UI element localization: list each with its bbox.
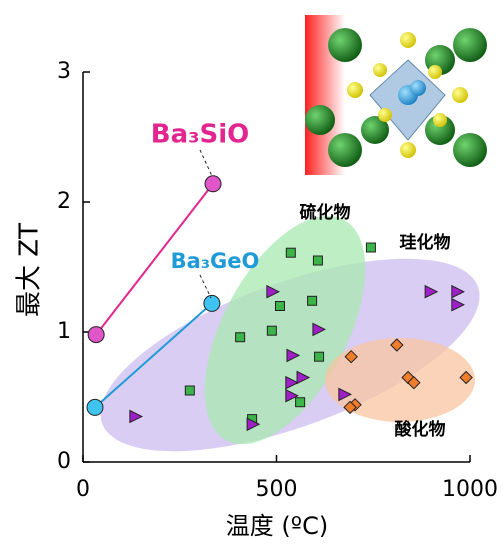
data-point xyxy=(295,397,306,408)
data-point xyxy=(451,297,465,312)
data-point xyxy=(204,175,222,193)
group-region xyxy=(204,215,366,445)
series-label: 硫化物 xyxy=(300,202,351,223)
data-point xyxy=(285,247,296,258)
data-point xyxy=(285,375,299,390)
data-point xyxy=(307,295,318,306)
y-tick-label: 0 xyxy=(57,449,71,474)
x-axis-label: 温度 (ºC) xyxy=(226,512,328,540)
y-tick-label: 3 xyxy=(57,59,71,84)
series-line xyxy=(95,183,214,336)
x-tick-label: 0 xyxy=(76,477,90,502)
series-label: 酸化物 xyxy=(395,419,446,440)
series-label: 珪化物 xyxy=(400,232,451,253)
series-label: Ba₃SiO xyxy=(151,120,250,150)
data-point xyxy=(390,338,404,352)
data-point xyxy=(365,242,376,253)
x-tick-label: 1000 xyxy=(442,477,498,502)
data-point xyxy=(266,325,277,336)
data-point xyxy=(343,400,357,415)
y-tick-label: 2 xyxy=(57,189,71,214)
data-point xyxy=(87,326,105,344)
data-point xyxy=(451,284,465,299)
data-point xyxy=(203,294,221,312)
series-label: Ba₃GeO xyxy=(171,249,260,273)
leader xyxy=(199,274,212,299)
data-point xyxy=(296,370,311,385)
data-point xyxy=(344,349,358,364)
data-point xyxy=(246,417,261,432)
data-point xyxy=(266,284,280,299)
data-point xyxy=(424,284,439,299)
data-point xyxy=(285,388,299,403)
data-point xyxy=(312,322,327,337)
data-point xyxy=(184,385,195,396)
series-line xyxy=(94,302,213,409)
data-point xyxy=(274,301,285,311)
data-point xyxy=(129,409,143,424)
data-point xyxy=(407,375,421,390)
y-tick-label: 1 xyxy=(57,319,71,344)
group-region xyxy=(325,338,475,422)
data-point xyxy=(86,398,104,416)
data-point xyxy=(286,348,301,363)
leader xyxy=(199,149,213,177)
data-point xyxy=(459,370,473,385)
x-tick-label: 500 xyxy=(256,477,298,502)
y-axis-label: 最大 ZT xyxy=(15,223,45,317)
data-point xyxy=(312,255,323,266)
crystal-structure-image xyxy=(305,15,487,175)
data-point xyxy=(314,351,325,362)
data-point xyxy=(235,332,246,343)
data-point xyxy=(338,387,352,402)
